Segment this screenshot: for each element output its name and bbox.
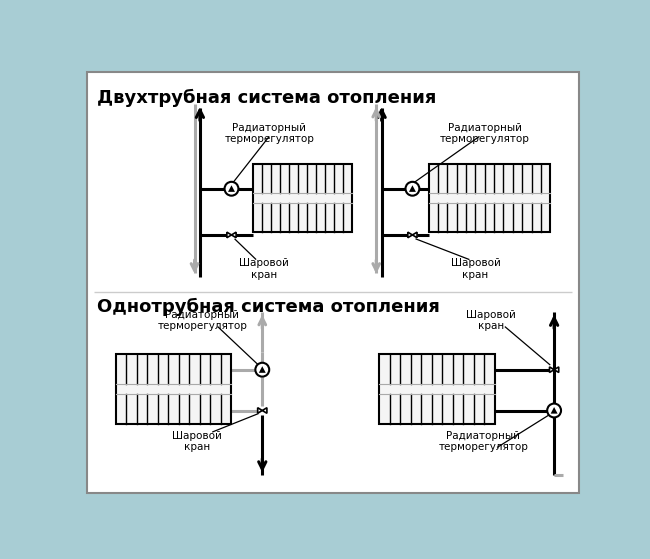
Polygon shape [409, 185, 416, 192]
Text: Двухтрубная система отопления: Двухтрубная система отопления [97, 89, 436, 107]
Text: Шаровой
кран: Шаровой кран [450, 258, 501, 280]
Text: Радиаторный
терморегулятор: Радиаторный терморегулятор [440, 122, 530, 144]
Bar [253, 164, 352, 232]
Circle shape [547, 404, 561, 418]
Bar [116, 353, 231, 424]
Polygon shape [259, 366, 266, 373]
Text: Радиаторный
терморегулятор: Радиаторный терморегулятор [224, 122, 314, 144]
Polygon shape [228, 185, 235, 192]
Text: Шаровой
кран: Шаровой кран [172, 430, 222, 452]
Polygon shape [257, 408, 263, 413]
Polygon shape [554, 367, 559, 372]
Circle shape [255, 363, 269, 377]
Polygon shape [549, 367, 554, 372]
Polygon shape [227, 232, 231, 238]
Text: Шаровой
кран: Шаровой кран [239, 258, 289, 280]
Text: Однотрубная система отопления: Однотрубная система отопления [97, 298, 439, 316]
Text: Радиаторный
терморегулятор: Радиаторный терморегулятор [157, 310, 247, 331]
Circle shape [224, 182, 239, 196]
Circle shape [406, 182, 419, 196]
Polygon shape [413, 232, 417, 238]
Text: Шаровой
кран: Шаровой кран [466, 310, 516, 331]
Bar [380, 353, 495, 424]
Polygon shape [408, 232, 413, 238]
Polygon shape [263, 408, 267, 413]
Bar [428, 164, 551, 232]
Polygon shape [551, 407, 558, 414]
Text: Радиаторный
терморегулятор: Радиаторный терморегулятор [438, 430, 528, 452]
Polygon shape [231, 232, 236, 238]
